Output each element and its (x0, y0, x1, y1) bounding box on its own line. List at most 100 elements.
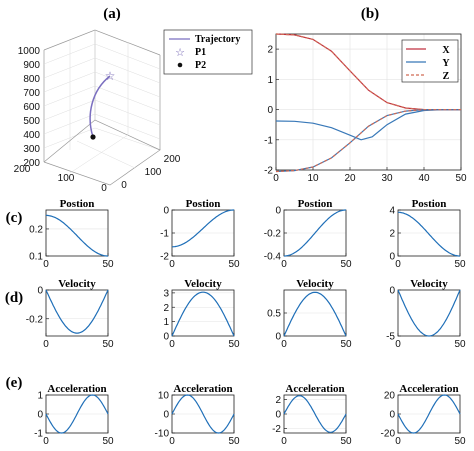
a-z-tick-label: 800 (23, 74, 40, 85)
plot-area (46, 210, 108, 256)
x-tick-label: 0 (43, 339, 49, 350)
x-tick-label: 0 (281, 339, 287, 350)
x-tick-label: 50 (228, 259, 240, 270)
a-z-tick-label: 600 (23, 102, 40, 113)
legend-b (401, 39, 459, 83)
x-tick-label: 50 (102, 259, 114, 270)
axes-frame (45, 209, 109, 257)
x-tick-label: 0 (395, 436, 401, 447)
axes-frame (171, 289, 235, 337)
y-tick-label: 0 (389, 252, 395, 263)
y-tick-label: 2 (275, 395, 281, 406)
series-line (283, 291, 347, 337)
x-tick-label: 0 (169, 339, 175, 350)
x-tick-label: 0 (273, 173, 279, 184)
legend-b-label: Z (443, 71, 450, 82)
p2-dot-marker (90, 134, 96, 140)
chart-title: Postion (298, 198, 333, 210)
y-tick-label: 0 (275, 332, 281, 343)
series-line (45, 289, 109, 334)
a-x-tick-label: 200 (14, 164, 31, 175)
a-x-tick-label: 0 (101, 183, 107, 194)
axes-frame (45, 289, 109, 337)
a-z-tick-label: 900 (23, 60, 40, 71)
x-tick-label: 50 (455, 173, 467, 184)
series-line-z (275, 33, 461, 111)
y-tick-label: -0.2 (26, 314, 44, 325)
a-y-tick-label: 100 (145, 167, 162, 178)
panel-c4-chart: 0 2 4 0 50 Postion (389, 198, 466, 270)
a-z-tick-label: 500 (23, 116, 40, 127)
series-line (46, 214, 108, 257)
y-tick-label: 0 (37, 410, 43, 421)
series-line (283, 395, 347, 433)
series-line (45, 394, 109, 434)
y-tick-label: 1 (267, 75, 273, 86)
chart-title: Velocity (58, 278, 96, 290)
a-z-tick-label: 200 (23, 158, 40, 169)
y-tick-label: 0.1 (29, 252, 43, 263)
panel-c1-chart: 0.1 0.2 0 50 Postion (29, 198, 114, 270)
y-tick-label: 1 (163, 317, 169, 328)
plot-area (172, 290, 234, 336)
x-tick-label: 0 (43, 436, 49, 447)
trajectory-line (89, 75, 111, 138)
chart-title: Postion (186, 198, 221, 210)
y-tick-label: 0 (389, 410, 395, 421)
x-tick-label: 50 (228, 339, 240, 350)
y-tick-label: 4 (389, 206, 395, 217)
panel-d1-chart: -0.2 0 0 50 Velocity (26, 278, 114, 350)
y-tick-label: 0 (275, 410, 281, 421)
x-tick-label: 0 (395, 339, 401, 350)
panel-c2-chart: -2 -1 0 0 50 Postion (160, 198, 240, 270)
legend-b-label: X (442, 45, 450, 56)
panel-label-c: (c) (6, 210, 23, 226)
x-tick-label: 50 (228, 436, 240, 447)
y-tick-label: 0.5 (267, 309, 281, 320)
series-line (171, 394, 235, 434)
y-tick-label: 0 (163, 206, 169, 217)
x-tick-label: 50 (454, 436, 466, 447)
x-tick-label: 50 (340, 339, 352, 350)
chart-title: Postion (60, 198, 95, 210)
y-tick-label: -0.4 (264, 252, 282, 263)
plot-area (46, 290, 108, 336)
y-tick-label: -2 (272, 424, 281, 435)
a-z-tick-label: 700 (23, 88, 40, 99)
chart-title: Velocity (296, 278, 334, 290)
y-tick-label: -1 (34, 429, 43, 440)
y-tick-label: 10 (158, 391, 170, 402)
series-line (397, 394, 461, 434)
series-line (171, 291, 235, 337)
series-line (397, 289, 461, 337)
x-tick-label: 40 (418, 173, 430, 184)
panel-c3-chart: -0.4 -0.2 0 0 50 Postion (264, 198, 352, 270)
y-tick-label: 2 (267, 45, 273, 56)
chart-title: Postion (412, 198, 447, 210)
legend-a-p2-label: P2 (195, 60, 206, 71)
legend-a-trajectory-label: Trajectory (195, 34, 240, 45)
x-tick-label: 0 (281, 436, 287, 447)
chart-title: Velocity (184, 278, 222, 290)
y-tick-label: -1 (160, 229, 169, 240)
axis3d-grid (43, 40, 161, 151)
legend-a-star-icon: ☆ (175, 47, 185, 59)
a-y-tick-label: 200 (164, 154, 181, 165)
y-tick-label: -2 (160, 252, 169, 263)
x-tick-label: 10 (307, 173, 319, 184)
a-z-tick-label: 300 (23, 144, 40, 155)
panel-label-e: (e) (6, 375, 23, 391)
p1-star-marker: ☆ (105, 69, 116, 83)
y-tick-label: -5 (386, 332, 395, 343)
y-tick-label: 0 (37, 286, 43, 297)
a-z-ticks: 1000 900 800 700 600 500 400 300 200 (18, 46, 41, 169)
legend-a-dot-icon (177, 62, 183, 68)
x-tick-label: 50 (340, 259, 352, 270)
